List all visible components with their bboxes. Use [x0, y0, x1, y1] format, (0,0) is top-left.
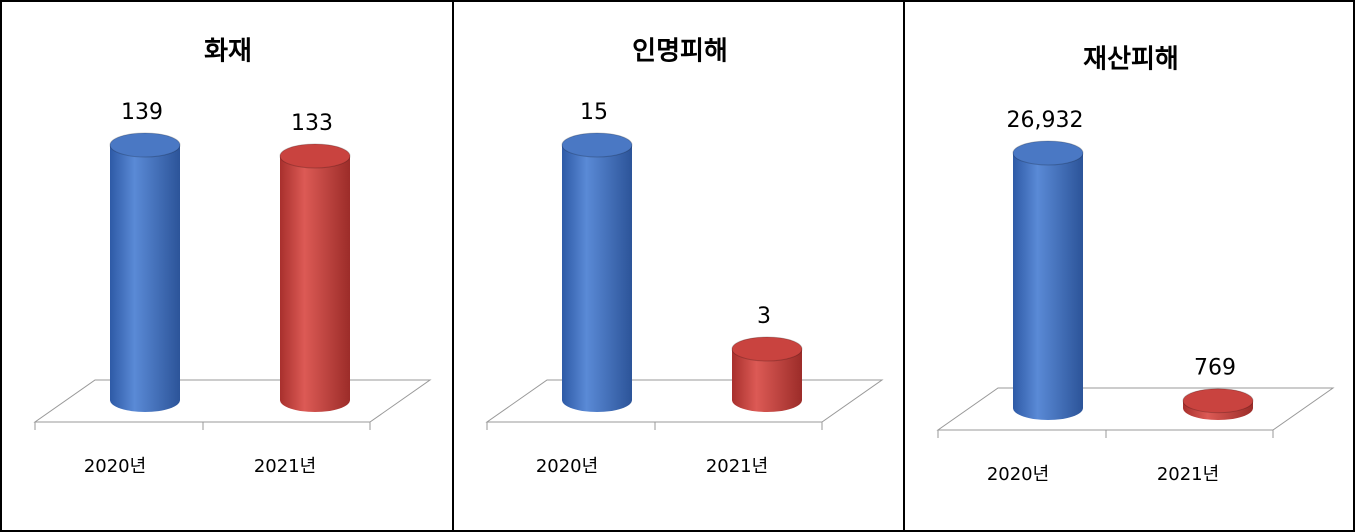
data-label: 139	[121, 100, 163, 125]
data-label: 133	[291, 111, 333, 136]
cylinder-bar	[561, 132, 633, 412]
x-tick-label: 2020년	[84, 456, 146, 477]
chart-title: 화재	[204, 37, 252, 67]
chart-title: 인명피해	[632, 37, 728, 67]
data-label: 26,932	[1007, 108, 1084, 133]
cylinder-bar	[731, 336, 803, 412]
chart-panel: 인명피해 15 2020년 3 2021년	[485, 37, 884, 477]
cylinder-body	[280, 156, 350, 400]
chart-title: 재산피해	[1083, 45, 1179, 75]
x-tick-label: 2021년	[254, 456, 316, 477]
cylinder-top	[279, 143, 351, 169]
cylinder-top	[109, 132, 181, 158]
x-tick-label: 2021년	[706, 456, 768, 477]
cylinder-bar	[109, 132, 181, 412]
chart-panel: 재산피해 26,932 2020년 769 2021년	[936, 45, 1335, 485]
cylinder-body	[110, 145, 180, 400]
data-label: 15	[580, 100, 608, 125]
cylinder-bar	[1012, 140, 1084, 420]
floor	[936, 387, 1335, 431]
chart-panel: 화재 139 2020년 133 2021년	[33, 37, 432, 477]
cylinder-top	[1012, 140, 1084, 166]
cylinder-bar	[1182, 388, 1254, 420]
floor	[485, 379, 884, 423]
data-label: 769	[1194, 356, 1236, 381]
x-tick-label: 2021년	[1157, 464, 1219, 485]
cylinder-top	[1182, 388, 1254, 414]
cylinder-top	[561, 132, 633, 158]
cylinder-bar	[279, 143, 351, 412]
cylinder-body	[562, 145, 632, 400]
data-label: 3	[757, 304, 771, 329]
floor	[33, 379, 432, 423]
cylinder-body	[1013, 153, 1083, 408]
x-tick-label: 2020년	[987, 464, 1049, 485]
cylinder-top	[731, 336, 803, 362]
x-tick-label: 2020년	[536, 456, 598, 477]
